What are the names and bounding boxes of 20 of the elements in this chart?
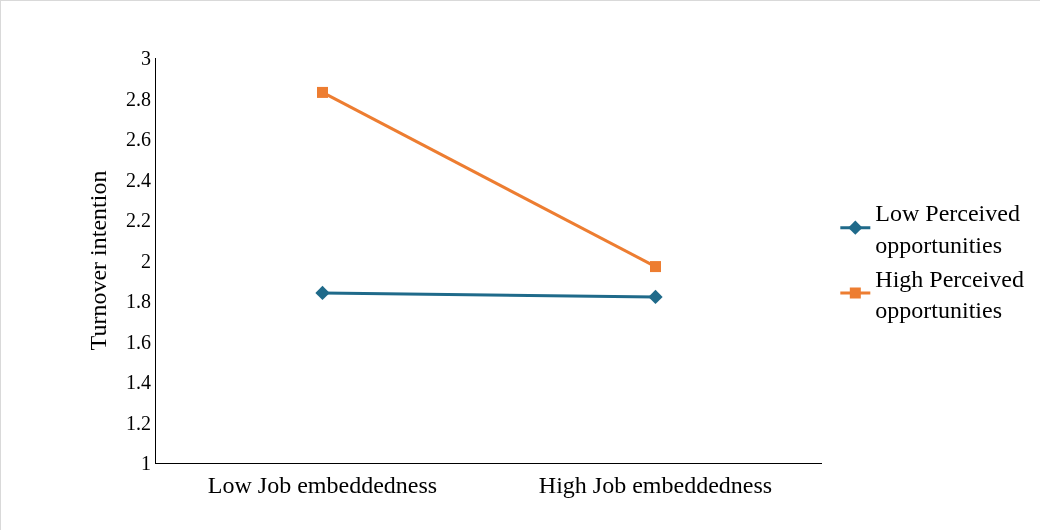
y-tick-label: 2.4	[126, 168, 151, 191]
legend-label: Low Perceived opportunities	[875, 200, 1020, 258]
y-tick-label: 1.8	[126, 290, 151, 312]
x-tick-label: High Job embeddedness	[538, 471, 773, 498]
point	[317, 86, 328, 98]
x-tick-label: Low Job embeddedness	[207, 471, 438, 498]
point	[315, 285, 330, 301]
y-tick-label: 2.8	[126, 87, 151, 110]
y-tick-label: 2	[141, 249, 151, 272]
y-tick-label: 1.2	[126, 411, 151, 434]
y-tick-label: 1.4	[126, 371, 151, 393]
y-axis-title: Turnover intention	[85, 170, 112, 351]
y-tick-label: 2.6	[126, 128, 151, 150]
y-tick-label: 2.2	[126, 209, 151, 231]
y-tick-label: 3	[141, 47, 151, 69]
point	[648, 289, 663, 305]
legend-label: High Perceived opportunities	[875, 265, 1024, 324]
point	[650, 261, 661, 273]
y-tick-label: 1	[141, 452, 151, 474]
y-tick-label: 1.6	[126, 330, 151, 353]
